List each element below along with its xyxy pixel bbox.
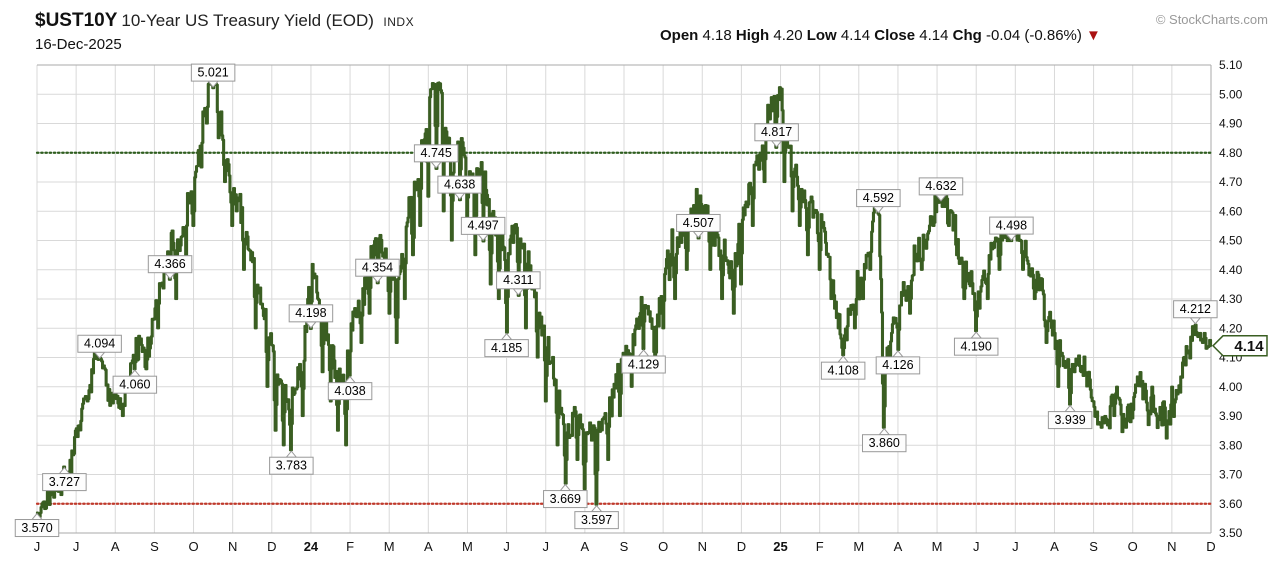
svg-text:4.185: 4.185 xyxy=(491,341,522,355)
svg-text:4.507: 4.507 xyxy=(683,216,714,230)
svg-text:N: N xyxy=(1167,539,1176,554)
svg-text:3.90: 3.90 xyxy=(1219,409,1243,423)
svg-text:4.00: 4.00 xyxy=(1219,380,1243,394)
svg-text:O: O xyxy=(1128,539,1138,554)
svg-text:A: A xyxy=(424,539,433,554)
svg-text:J: J xyxy=(542,539,549,554)
svg-text:D: D xyxy=(1206,539,1215,554)
svg-text:4.497: 4.497 xyxy=(467,219,498,233)
svg-text:4.14: 4.14 xyxy=(1234,338,1264,355)
svg-text:3.597: 3.597 xyxy=(581,513,612,527)
svg-text:4.198: 4.198 xyxy=(295,306,326,320)
svg-text:3.50: 3.50 xyxy=(1219,526,1243,540)
svg-text:N: N xyxy=(698,539,707,554)
svg-text:4.366: 4.366 xyxy=(154,257,185,271)
svg-text:A: A xyxy=(894,539,903,554)
svg-text:S: S xyxy=(150,539,159,554)
svg-text:4.108: 4.108 xyxy=(828,363,859,377)
svg-text:D: D xyxy=(267,539,276,554)
svg-text:J: J xyxy=(73,539,80,554)
svg-text:5.021: 5.021 xyxy=(197,65,228,79)
svg-text:S: S xyxy=(620,539,629,554)
svg-text:D: D xyxy=(737,539,746,554)
svg-text:4.50: 4.50 xyxy=(1219,234,1243,248)
svg-text:M: M xyxy=(932,539,943,554)
svg-text:M: M xyxy=(384,539,395,554)
svg-text:J: J xyxy=(1012,539,1019,554)
svg-text:25: 25 xyxy=(773,539,787,554)
svg-text:J: J xyxy=(973,539,980,554)
svg-text:4.129: 4.129 xyxy=(628,357,659,371)
svg-text:N: N xyxy=(228,539,237,554)
svg-text:M: M xyxy=(853,539,864,554)
svg-text:O: O xyxy=(188,539,198,554)
svg-text:S: S xyxy=(1089,539,1098,554)
svg-text:4.70: 4.70 xyxy=(1219,175,1243,189)
svg-text:3.70: 3.70 xyxy=(1219,468,1243,482)
svg-text:O: O xyxy=(658,539,668,554)
svg-text:4.80: 4.80 xyxy=(1219,146,1243,160)
svg-text:4.126: 4.126 xyxy=(882,358,913,372)
svg-text:3.727: 3.727 xyxy=(49,475,80,489)
svg-text:3.939: 3.939 xyxy=(1054,413,1085,427)
svg-text:A: A xyxy=(581,539,590,554)
svg-text:4.311: 4.311 xyxy=(503,273,533,287)
svg-text:3.80: 3.80 xyxy=(1219,438,1243,452)
svg-text:24: 24 xyxy=(304,539,319,554)
svg-text:3.570: 3.570 xyxy=(21,521,52,535)
svg-text:4.498: 4.498 xyxy=(996,218,1027,232)
svg-text:4.745: 4.745 xyxy=(421,146,452,160)
svg-text:5.10: 5.10 xyxy=(1219,58,1243,72)
svg-text:4.638: 4.638 xyxy=(444,177,475,191)
svg-text:A: A xyxy=(1050,539,1059,554)
svg-text:3.860: 3.860 xyxy=(869,436,900,450)
svg-text:J: J xyxy=(34,539,41,554)
svg-text:A: A xyxy=(111,539,120,554)
svg-text:4.190: 4.190 xyxy=(961,339,992,353)
svg-text:3.60: 3.60 xyxy=(1219,497,1243,511)
svg-text:4.094: 4.094 xyxy=(84,337,115,351)
svg-text:4.817: 4.817 xyxy=(761,125,792,139)
svg-text:3.783: 3.783 xyxy=(276,459,307,473)
svg-text:M: M xyxy=(462,539,473,554)
svg-text:4.060: 4.060 xyxy=(119,378,150,392)
svg-text:4.20: 4.20 xyxy=(1219,321,1243,335)
svg-text:4.354: 4.354 xyxy=(362,261,393,275)
svg-text:5.00: 5.00 xyxy=(1219,87,1243,101)
svg-text:3.669: 3.669 xyxy=(550,492,581,506)
svg-text:4.30: 4.30 xyxy=(1219,292,1243,306)
svg-text:4.038: 4.038 xyxy=(334,384,365,398)
svg-text:4.40: 4.40 xyxy=(1219,263,1243,277)
svg-text:4.592: 4.592 xyxy=(863,191,894,205)
svg-text:4.632: 4.632 xyxy=(925,179,956,193)
svg-text:F: F xyxy=(346,539,354,554)
svg-text:F: F xyxy=(816,539,824,554)
svg-text:4.60: 4.60 xyxy=(1219,204,1243,218)
svg-text:J: J xyxy=(503,539,510,554)
svg-text:4.90: 4.90 xyxy=(1219,117,1243,131)
svg-text:4.212: 4.212 xyxy=(1180,302,1211,316)
